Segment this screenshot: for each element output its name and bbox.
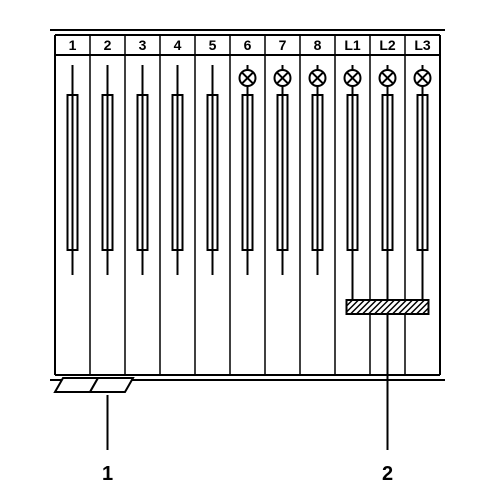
column-label: 3: [139, 37, 147, 53]
column-label: 8: [314, 37, 322, 53]
busbar: [347, 300, 429, 314]
column-label: L2: [379, 37, 396, 53]
column-label: 1: [69, 37, 77, 53]
column-label: 7: [279, 37, 287, 53]
fuse-box-diagram: 1 2 3 4 5 6 7 8 L1 L2 L3 1 2: [0, 0, 500, 500]
callout-label: 1: [102, 463, 113, 485]
column-label: L3: [414, 37, 431, 53]
pointer-tab: [90, 378, 133, 392]
callout-label: 2: [382, 463, 393, 485]
column-label: 6: [244, 37, 252, 53]
column-label: 4: [174, 37, 182, 53]
column-label: 5: [209, 37, 217, 53]
column-label: 2: [104, 37, 112, 53]
column-label: L1: [344, 37, 361, 53]
